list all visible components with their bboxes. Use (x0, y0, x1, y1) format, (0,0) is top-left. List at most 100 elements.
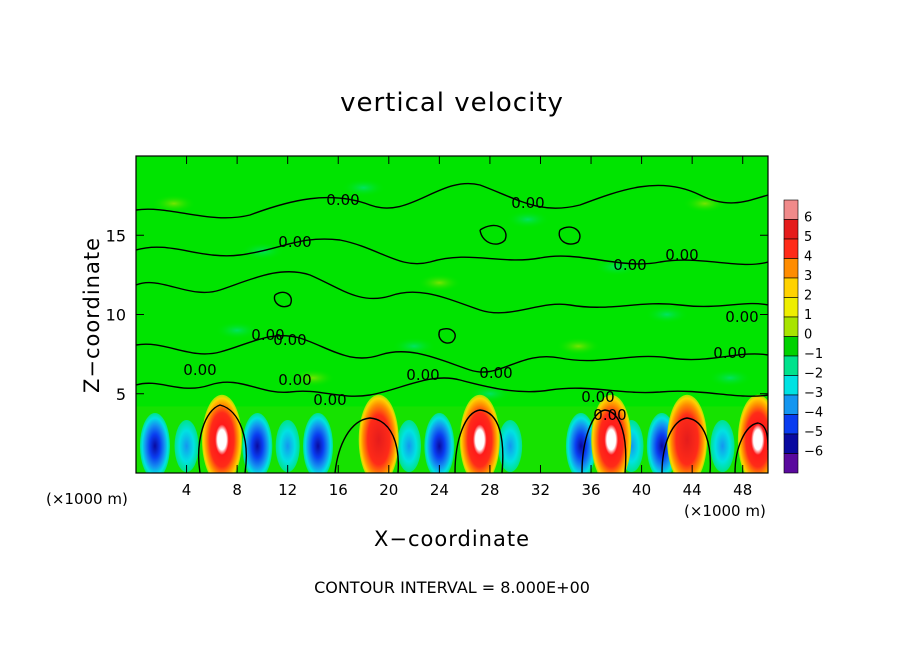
y-axis-label: Z−coordinate (80, 237, 104, 393)
contour-label: 0.00 (273, 331, 306, 349)
field-patch (417, 273, 462, 292)
contour-label: 0.00 (581, 388, 614, 406)
colorbar-swatch (783, 297, 799, 318)
colorbar-swatch (783, 219, 799, 240)
field-patch (556, 337, 601, 356)
contour-label: 0.00 (183, 361, 216, 379)
field-patch (341, 178, 386, 197)
updraft-core (358, 394, 399, 473)
contour-line (198, 404, 247, 473)
x-tick-label: 36 (581, 481, 600, 499)
contour-line (136, 182, 768, 219)
downdraft-core (498, 420, 523, 473)
contour-label: 0.00 (479, 364, 512, 382)
contour-label: 0.00 (713, 344, 746, 362)
downdraft-core (424, 413, 455, 473)
updraft-core (591, 394, 632, 473)
colorbar-swatch (783, 355, 799, 376)
downdraft-core (139, 413, 170, 473)
x-tick-label: 28 (480, 481, 499, 499)
downdraft-core (303, 413, 334, 473)
contour-label: 0.00 (278, 371, 311, 389)
field-patch (215, 321, 260, 340)
contour-label: 0.00 (278, 233, 311, 251)
y-tick-label: 5 (116, 385, 126, 404)
updraft-core (459, 394, 500, 473)
colorbar-label: 3 (804, 269, 812, 284)
colorbar-label: 5 (804, 230, 812, 245)
contour-label: 0.00 (511, 194, 544, 212)
field-patch (708, 368, 753, 387)
downdraft-core (710, 420, 735, 473)
colorbar-swatch (783, 375, 799, 396)
contour-label: 0.00 (251, 326, 284, 344)
colorbar-label: 1 (804, 308, 812, 323)
x-axis-label: X−coordinate (374, 527, 530, 551)
x-tick-label: 40 (632, 481, 651, 499)
colorbar-label: −3 (804, 386, 823, 401)
field-patch (505, 210, 550, 229)
field-patch (644, 305, 689, 324)
x-tick-label: 16 (329, 481, 348, 499)
downdraft-core (242, 413, 273, 473)
contour-line (454, 409, 504, 473)
x-tick-label: 24 (430, 481, 449, 499)
contour-line (581, 409, 627, 473)
field-layer: 0.00 0.000.000.000.000.000.000.000.000.00… (136, 178, 768, 473)
contour-label: 0.00 (613, 256, 646, 274)
contour-label: 0.00 (725, 308, 758, 326)
contour-line (558, 226, 581, 245)
colorbar-swatch (783, 414, 799, 435)
field-patch (290, 368, 335, 387)
downdraft-core (275, 420, 300, 473)
contour-line (136, 238, 768, 266)
colorbar-label: −5 (804, 425, 823, 440)
contour-line (273, 291, 292, 308)
contour-label: 0.00 (593, 406, 626, 424)
colorbar-label: 4 (804, 250, 812, 265)
colorbar-swatch (783, 199, 799, 220)
contour-line (136, 377, 768, 397)
contour-line (661, 417, 712, 473)
contour-line (334, 417, 399, 473)
colorbar-label: 2 (804, 289, 812, 304)
downdraft-core (565, 413, 596, 473)
colorbar-swatch (783, 453, 799, 474)
downdraft-core (174, 420, 199, 473)
colorbar-swatch (783, 316, 799, 337)
x-tick-label: 44 (683, 481, 702, 499)
colorbar-swatch (783, 336, 799, 357)
colorbar-label: −4 (804, 406, 823, 421)
chart-title: vertical velocity (340, 88, 564, 118)
contour-line (479, 224, 507, 245)
colorbar-label: 6 (804, 211, 812, 226)
field-patch (151, 194, 196, 213)
x-tick-label: 32 (531, 481, 550, 499)
colorbar-label: −6 (804, 445, 823, 460)
colorbar-swatch (783, 238, 799, 259)
contour-label: 0.00 (665, 246, 698, 264)
colorbar-swatch (783, 394, 799, 415)
downdraft-core (397, 420, 422, 473)
contour-label: 0.00 (313, 391, 346, 409)
contour-label: 0.00 (326, 191, 359, 209)
x-tick-label: 20 (379, 481, 398, 499)
field-patch (392, 337, 437, 356)
contour-line (136, 271, 768, 314)
x-unit-label-left: (×1000 m) (46, 490, 128, 508)
updraft-core (737, 394, 768, 473)
y-tick-label: 10 (106, 306, 126, 325)
updraft-core (201, 394, 242, 473)
contour-label: 0.00 (406, 366, 439, 384)
colorbar-label: −2 (804, 367, 823, 382)
colorbar-label: 0 (804, 328, 812, 343)
updraft-core (667, 394, 708, 473)
contour-line (136, 334, 768, 373)
field-patch (682, 194, 727, 213)
field-patch (594, 257, 639, 276)
contour-line (438, 328, 456, 344)
y-tick-label: 15 (106, 226, 126, 245)
contour-interval-note: CONTOUR INTERVAL = 8.000E+00 (314, 578, 590, 597)
x-tick-label: 4 (182, 481, 192, 499)
